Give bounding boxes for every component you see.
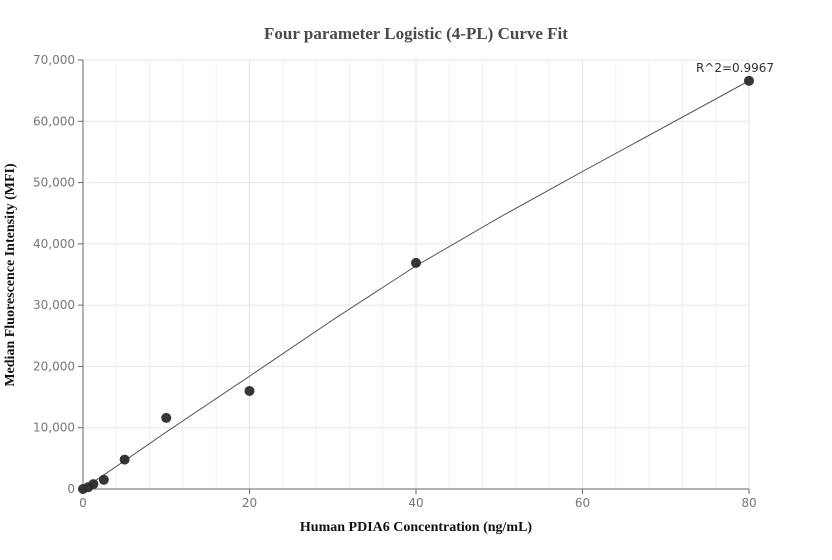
chart-title: Four parameter Logistic (4-PL) Curve Fit xyxy=(264,24,568,43)
y-axis-title: Median Fluorescence Intensity (MFI) xyxy=(3,163,18,387)
y-tick-label: 60,000 xyxy=(33,114,75,128)
data-point xyxy=(119,454,130,465)
x-tick-label: 40 xyxy=(408,496,423,510)
y-tick-label: 40,000 xyxy=(33,237,75,251)
y-tick-label: 70,000 xyxy=(33,53,75,67)
x-tick-label: 80 xyxy=(741,496,756,510)
data-point xyxy=(88,479,99,490)
data-point xyxy=(98,474,109,485)
grid-lines xyxy=(83,59,750,489)
x-tick-label: 20 xyxy=(242,496,257,510)
data-point xyxy=(411,257,421,268)
r-squared-annotation: R^2=0.9967 xyxy=(696,61,774,75)
x-tick-label: 60 xyxy=(575,496,590,510)
y-tick-label: 10,000 xyxy=(33,421,75,435)
data-points xyxy=(78,75,754,494)
y-tick-label: 0 xyxy=(67,482,75,496)
axes: 0 10,000 20,000 30,000 40,000 50,000 60,000 70,… xyxy=(33,53,757,510)
y-tick-label: 20,000 xyxy=(33,359,75,373)
x-axis-title: Human PDIA6 Concentration (ng/mL) xyxy=(300,520,533,535)
data-point xyxy=(244,385,255,396)
data-point xyxy=(744,75,754,86)
y-tick-label: 30,000 xyxy=(33,298,75,312)
x-tick-label: 0 xyxy=(79,496,87,510)
data-point xyxy=(161,412,172,423)
fit-curve xyxy=(82,80,750,490)
y-tick-label: 50,000 xyxy=(33,176,75,190)
